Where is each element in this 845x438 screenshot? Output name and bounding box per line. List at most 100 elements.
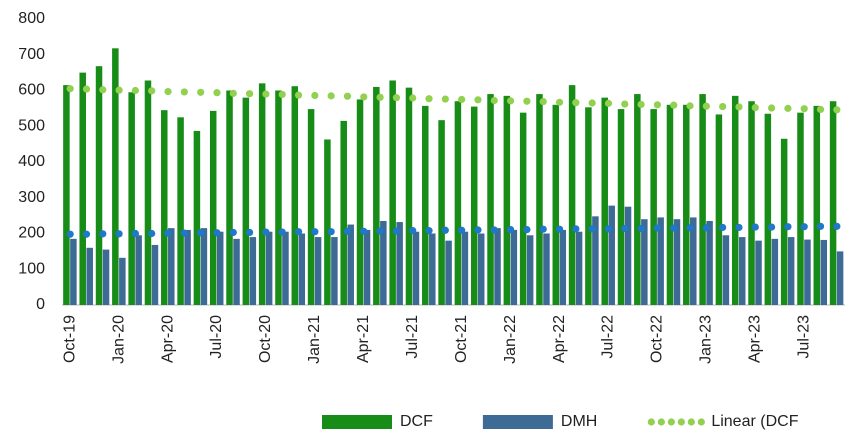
trend-dot xyxy=(621,100,629,108)
x-tick-label: Jul-21 xyxy=(404,315,421,359)
trend-dot xyxy=(425,227,433,235)
trend-dot xyxy=(506,225,515,234)
trend-dot xyxy=(784,104,792,112)
bar xyxy=(634,94,641,305)
x-tick-label: Jul-20 xyxy=(208,315,225,359)
bar xyxy=(820,239,828,305)
bar xyxy=(487,94,494,305)
legend-label: DMH xyxy=(561,413,597,430)
trend-dot xyxy=(767,104,776,112)
trend-dot xyxy=(539,225,547,233)
trend-dot xyxy=(197,88,205,96)
legend-swatch xyxy=(697,418,705,426)
bar xyxy=(95,66,103,305)
bar xyxy=(624,206,632,305)
trend-dot xyxy=(262,228,270,236)
trend-dot xyxy=(115,230,123,238)
bar xyxy=(161,110,168,305)
bar xyxy=(429,233,436,305)
trend-dot xyxy=(686,224,694,232)
trend-dot xyxy=(833,106,841,114)
bar xyxy=(291,86,299,306)
trend-dot xyxy=(245,228,254,237)
trend-dot xyxy=(637,100,645,109)
bar xyxy=(331,237,338,305)
bar xyxy=(119,257,126,305)
legend-swatch xyxy=(677,418,685,426)
trend-dot xyxy=(751,223,759,231)
bar xyxy=(536,94,543,305)
bar xyxy=(836,251,844,305)
trend-dot xyxy=(213,229,221,237)
bar xyxy=(298,233,306,305)
bar xyxy=(738,237,746,305)
bar xyxy=(200,228,208,305)
trend-dot xyxy=(490,226,498,234)
bar xyxy=(438,120,445,305)
bar xyxy=(683,104,690,305)
trend-dot xyxy=(458,226,466,234)
bar xyxy=(543,233,550,305)
bar xyxy=(699,94,706,305)
bar xyxy=(771,238,779,305)
bar xyxy=(510,229,518,305)
trend-dot xyxy=(229,228,237,237)
x-tick-label: Jul-22 xyxy=(600,315,617,359)
trend-dot xyxy=(637,224,645,233)
bar xyxy=(748,101,755,305)
trend-dot xyxy=(392,94,401,102)
trend-dot xyxy=(702,102,710,110)
bar xyxy=(226,90,233,305)
legend-swatch xyxy=(657,418,665,426)
trend-dot xyxy=(474,226,482,234)
bar xyxy=(601,97,608,306)
trend-dot xyxy=(833,222,841,230)
bar xyxy=(650,109,657,305)
bar xyxy=(324,139,331,305)
y-tick-label: 700 xyxy=(18,46,45,63)
bar xyxy=(412,231,420,305)
trend-dot xyxy=(572,99,580,107)
trend-dot xyxy=(490,96,498,105)
x-tick-label: Apr-23 xyxy=(747,315,764,363)
legend-swatch xyxy=(647,418,655,426)
bar xyxy=(347,224,354,305)
trend-dot xyxy=(735,103,743,111)
x-tick-label: Oct-19 xyxy=(61,315,78,363)
bar xyxy=(755,240,762,305)
bar xyxy=(526,235,534,305)
trend-dot xyxy=(719,223,727,232)
bar xyxy=(731,95,739,305)
trend-dot xyxy=(751,104,759,112)
trend-dot xyxy=(539,97,547,106)
y-tick-label: 800 xyxy=(18,10,45,27)
trend-dot xyxy=(555,225,564,233)
trend-dot xyxy=(278,228,286,236)
bar xyxy=(380,220,387,305)
x-tick-label: Apr-20 xyxy=(159,315,176,363)
bar xyxy=(168,228,175,305)
x-tick-label: Jan-23 xyxy=(698,315,715,364)
x-tick-label: Oct-21 xyxy=(453,315,470,363)
trend-dot xyxy=(621,224,629,233)
bar xyxy=(356,99,364,305)
trend-dot xyxy=(702,224,710,232)
trend-dot xyxy=(343,92,352,100)
bar xyxy=(706,220,713,305)
bar xyxy=(559,229,567,305)
trend-dot xyxy=(311,91,319,100)
trend-dot xyxy=(131,229,140,238)
trend-dot xyxy=(555,98,564,106)
bar xyxy=(396,222,403,305)
x-tick-label: Jan-21 xyxy=(306,315,323,364)
bar xyxy=(389,80,396,306)
legend-label: Linear (DCF xyxy=(711,413,798,430)
bar xyxy=(585,107,592,306)
trend-dot xyxy=(523,225,531,234)
legend-swatch xyxy=(687,418,695,426)
trend-dot xyxy=(360,227,368,235)
bar xyxy=(568,85,576,305)
trend-dot xyxy=(670,224,678,232)
trend-dot xyxy=(327,228,335,236)
